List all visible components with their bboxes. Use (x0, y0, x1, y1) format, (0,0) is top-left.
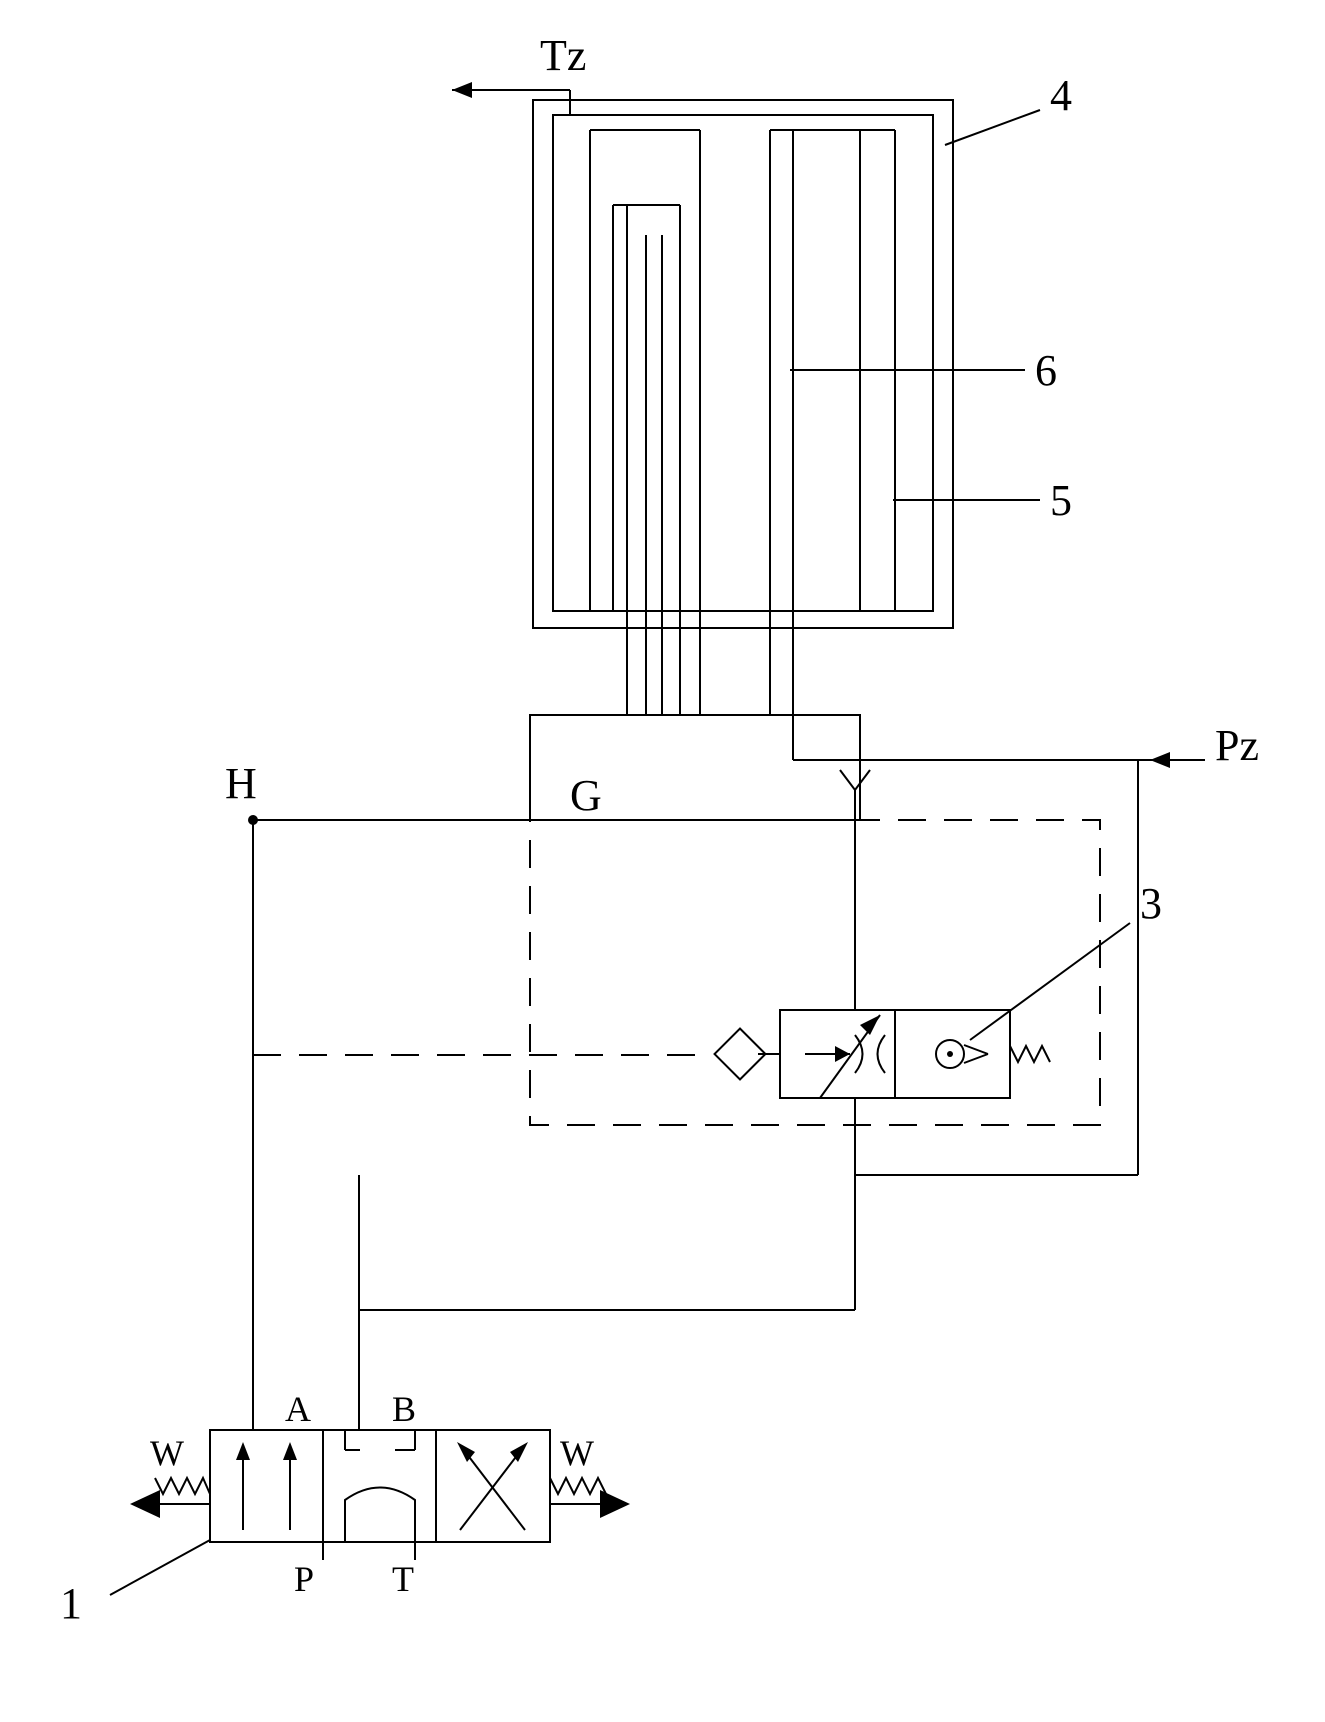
connection-3-to-1 (359, 760, 1138, 1430)
label-w-left: W (150, 1432, 184, 1474)
schematic-svg (0, 0, 1325, 1722)
reference-leaders (790, 110, 1040, 500)
ref-4: 4 (1050, 70, 1072, 121)
ref-5: 5 (1050, 475, 1072, 526)
label-t: T (392, 1558, 414, 1600)
label-p: P (294, 1558, 314, 1600)
ref-6: 6 (1035, 345, 1057, 396)
label-w-right: W (560, 1432, 594, 1474)
label-h: H (225, 758, 257, 809)
label-pz: Pz (1215, 720, 1259, 771)
ref-3: 3 (1140, 878, 1162, 929)
ref-1: 1 (60, 1578, 82, 1629)
valve-1 (110, 1415, 630, 1595)
label-tz: Tz (540, 30, 586, 81)
h-g-line (248, 815, 712, 1430)
lower-block (530, 715, 1205, 1125)
cylinder-assembly (452, 82, 953, 715)
label-a: A (285, 1388, 311, 1430)
valve-3 (715, 923, 1130, 1098)
label-b: B (392, 1388, 416, 1430)
label-g: G (570, 770, 602, 821)
